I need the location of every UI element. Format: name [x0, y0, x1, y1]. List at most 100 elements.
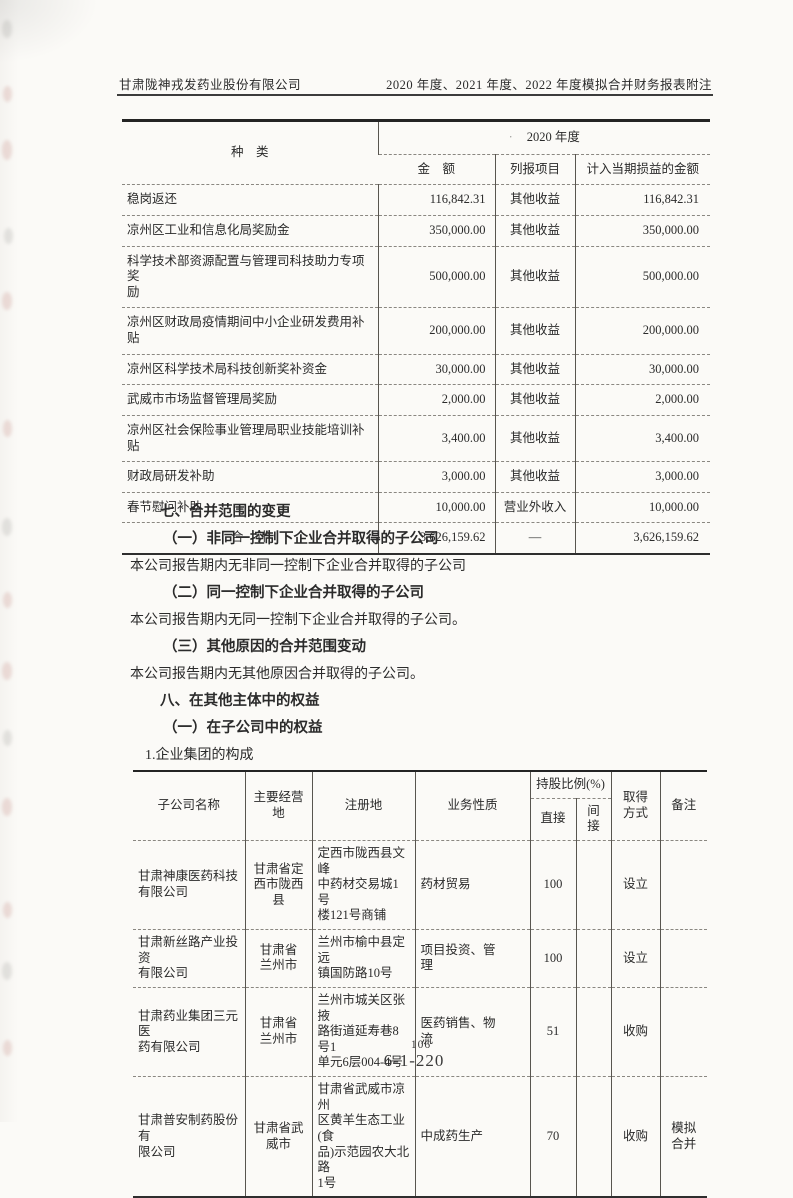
cell-item: 其他收益 — [494, 246, 575, 309]
subsection-heading: （二）同一控制下企业合并取得的子公司 — [163, 585, 424, 601]
column-header-indirect: 间 接 — [575, 798, 611, 841]
scan-smudge — [2, 20, 12, 38]
cell-direct-ratio: 51 — [529, 987, 576, 1078]
cell-pl: 10,000.00 — [574, 492, 711, 524]
cell-category: 财政局研发补助 — [122, 461, 378, 493]
paragraph: 本公司报告期内无其他原因合并取得的子公司。 — [130, 667, 424, 682]
scan-smudge — [3, 86, 12, 102]
cell-business: 药材贸易 — [414, 840, 530, 931]
cell-amount: 200,000.00 — [377, 307, 495, 355]
scan-smudge — [3, 730, 12, 746]
cell-direct-ratio: 100 — [529, 929, 576, 988]
column-header-subsidiary-name: 子公司名称 — [133, 771, 245, 841]
cell-total-pl: 3,626,159.62 — [574, 522, 711, 555]
cell-acquire-method: 设立 — [610, 840, 660, 931]
table-total-row: 合 计 3,626,159.62 — 3,626,159.62 — [122, 522, 711, 555]
subsection-heading: （一）非同一控制下企业合并取得的子公司 — [163, 531, 439, 547]
column-header-holding-ratio: 持股比例(%) — [529, 771, 611, 799]
subsidy-table: 种 类 · 2020 年度 金 额 列报项目 计入当期损益的金额 稳岗返还 116… — [122, 119, 711, 555]
table-row: 甘肃新丝路产业投资 有限公司 甘肃省 兰州市 兰州市榆中县定远 镇国防路10号 … — [133, 929, 707, 988]
cell-registered-place: 兰州市榆中县定远 镇国防路10号 — [311, 929, 415, 988]
column-header-direct: 直接 — [529, 798, 576, 841]
cell-category: 凉州区财政局疫情期间中小企业研发费用补贴 — [122, 307, 378, 355]
cell-direct-ratio: 70 — [529, 1076, 576, 1198]
scan-smudge — [2, 662, 12, 680]
cell-main-place: 甘肃省 兰州市 — [244, 929, 312, 988]
column-header-main-place: 主要经营 地 — [244, 771, 312, 841]
cell-remark — [659, 987, 707, 1078]
column-header-pl: 计入当期损益的金额 — [574, 154, 711, 186]
column-header-registered-place: 注册地 — [311, 771, 415, 841]
cell-subsidiary-name: 甘肃新丝路产业投资 有限公司 — [133, 929, 245, 988]
cell-total-label: 合 计 — [122, 522, 378, 555]
cell-main-place: 甘肃省定 西市陇西 县 — [244, 840, 312, 931]
cell-subsidiary-name: 甘肃药业集团三元医 药有限公司 — [133, 987, 245, 1078]
column-header-amount: 金 额 — [378, 154, 495, 186]
table-row: 武威市市场监督管理局奖励 2,000.00 其他收益 2,000.00 — [122, 384, 711, 416]
cell-main-place: 甘肃省武 威市 — [244, 1076, 312, 1198]
cell-remark — [659, 840, 707, 931]
cell-item: 其他收益 — [494, 184, 575, 216]
scan-smudge — [3, 420, 12, 437]
cell-amount: 3,000.00 — [377, 461, 495, 493]
cell-business: 中成药生产 — [414, 1076, 530, 1198]
table-row: 凉州区财政局疫情期间中小企业研发费用补贴 200,000.00 其他收益 200… — [122, 307, 711, 355]
column-header-remark: 备注 — [659, 771, 707, 841]
page-header: 甘肃陇神戎发药业股份有限公司 2020 年度、2021 年度、2022 年度模拟… — [119, 74, 712, 93]
table-row: 科学技术部资源配置与管理司科技助力专项奖 励 500,000.00 其他收益 5… — [122, 246, 711, 309]
cell-pl: 3,000.00 — [574, 461, 711, 493]
cell-main-place: 甘肃省 兰州市 — [244, 987, 312, 1078]
cell-indirect-ratio — [575, 929, 611, 988]
scan-smudge — [3, 902, 12, 918]
cell-item: 其他收益 — [494, 384, 575, 416]
cell-acquire-method: 收购 — [610, 987, 660, 1078]
scan-smudge — [3, 1040, 12, 1056]
scan-smudge — [2, 518, 12, 536]
cell-item: 其他收益 — [494, 415, 575, 463]
column-header-business: 业务性质 — [414, 771, 530, 841]
subsection-heading: （三）其他原因的合并范围变动 — [163, 639, 366, 655]
cell-business: 医药销售、物 流 — [414, 987, 530, 1078]
cell-category: 凉州区工业和信息化局奖励金 — [122, 215, 378, 247]
table-subheader-row: 金 额 列报项目 计入当期损益的金额 — [122, 154, 711, 186]
company-name: 甘肃陇神戎发药业股份有限公司 — [119, 78, 302, 92]
cell-registered-place: 甘肃省武威市凉州 区黄羊生态工业(食 品)示范园农大北路 1号 — [311, 1076, 415, 1198]
scan-smudge — [2, 962, 12, 980]
cell-remark: 模拟 合并 — [659, 1076, 707, 1198]
section-heading: 八、在其他主体中的权益 — [160, 693, 320, 709]
table-row: 财政局研发补助 3,000.00 其他收益 3,000.00 — [122, 461, 711, 493]
table-row: 凉州区科学技术局科技创新奖补资金 30,000.00 其他收益 30,000.0… — [122, 354, 711, 386]
table-row: 稳岗返还 116,842.31 其他收益 116,842.31 — [122, 184, 711, 216]
table-row: 甘肃药业集团三元医 药有限公司 甘肃省 兰州市 兰州市城关区张掖 路街道延寿巷8… — [133, 987, 707, 1078]
page-number-small: 106 — [410, 1039, 432, 1051]
cell-category: 凉州区社会保险事业管理局职业技能培训补贴 — [122, 415, 378, 463]
scan-smudge — [2, 292, 12, 310]
header-rule — [117, 94, 713, 96]
paragraph: 本公司报告期内无同一控制下企业合并取得的子公司。 — [130, 613, 466, 628]
cell-remark — [659, 929, 707, 988]
cell-pl: 350,000.00 — [574, 215, 711, 247]
cell-acquire-method: 收购 — [610, 1076, 660, 1198]
cell-amount: 350,000.00 — [377, 215, 495, 247]
cell-indirect-ratio — [575, 1076, 611, 1198]
cell-total-item: — — [494, 522, 575, 555]
page-number: 6-1-220 — [383, 1051, 445, 1070]
scan-smudge — [3, 592, 12, 608]
cell-indirect-ratio — [575, 840, 611, 931]
column-header-acquire-method: 取得 方式 — [610, 771, 660, 841]
cell-amount: 30,000.00 — [377, 354, 495, 386]
table-row: 甘肃普安制药股份有 限公司 甘肃省武 威市 甘肃省武威市凉州 区黄羊生态工业(食… — [133, 1076, 707, 1198]
subsidiary-table: 子公司名称 主要经营 地 注册地 业务性质 持股比例(%) 取得 方式 备注 直… — [133, 770, 707, 1198]
cell-business: 项目投资、管 理 — [414, 929, 530, 988]
subsection-heading: （一）在子公司中的权益 — [163, 720, 323, 736]
report-title: 2020 年度、2021 年度、2022 年度模拟合并财务报表附注 — [386, 78, 712, 92]
table-subheader-row: 直接 间 接 — [133, 798, 707, 841]
paragraph: 本公司报告期内无非同一控制下企业合并取得的子公司 — [130, 559, 466, 574]
cell-category: 稳岗返还 — [122, 184, 378, 216]
cell-amount: 10,000.00 — [377, 492, 495, 524]
cell-category: 凉州区科学技术局科技创新奖补资金 — [122, 354, 378, 386]
scan-smudge — [2, 140, 12, 160]
cell-category: 春节慰问补助 — [122, 492, 378, 524]
year-label: 2020 年度 — [526, 130, 580, 144]
table-row: 春节慰问补助 10,000.00 营业外收入 10,000.00 — [122, 492, 711, 524]
